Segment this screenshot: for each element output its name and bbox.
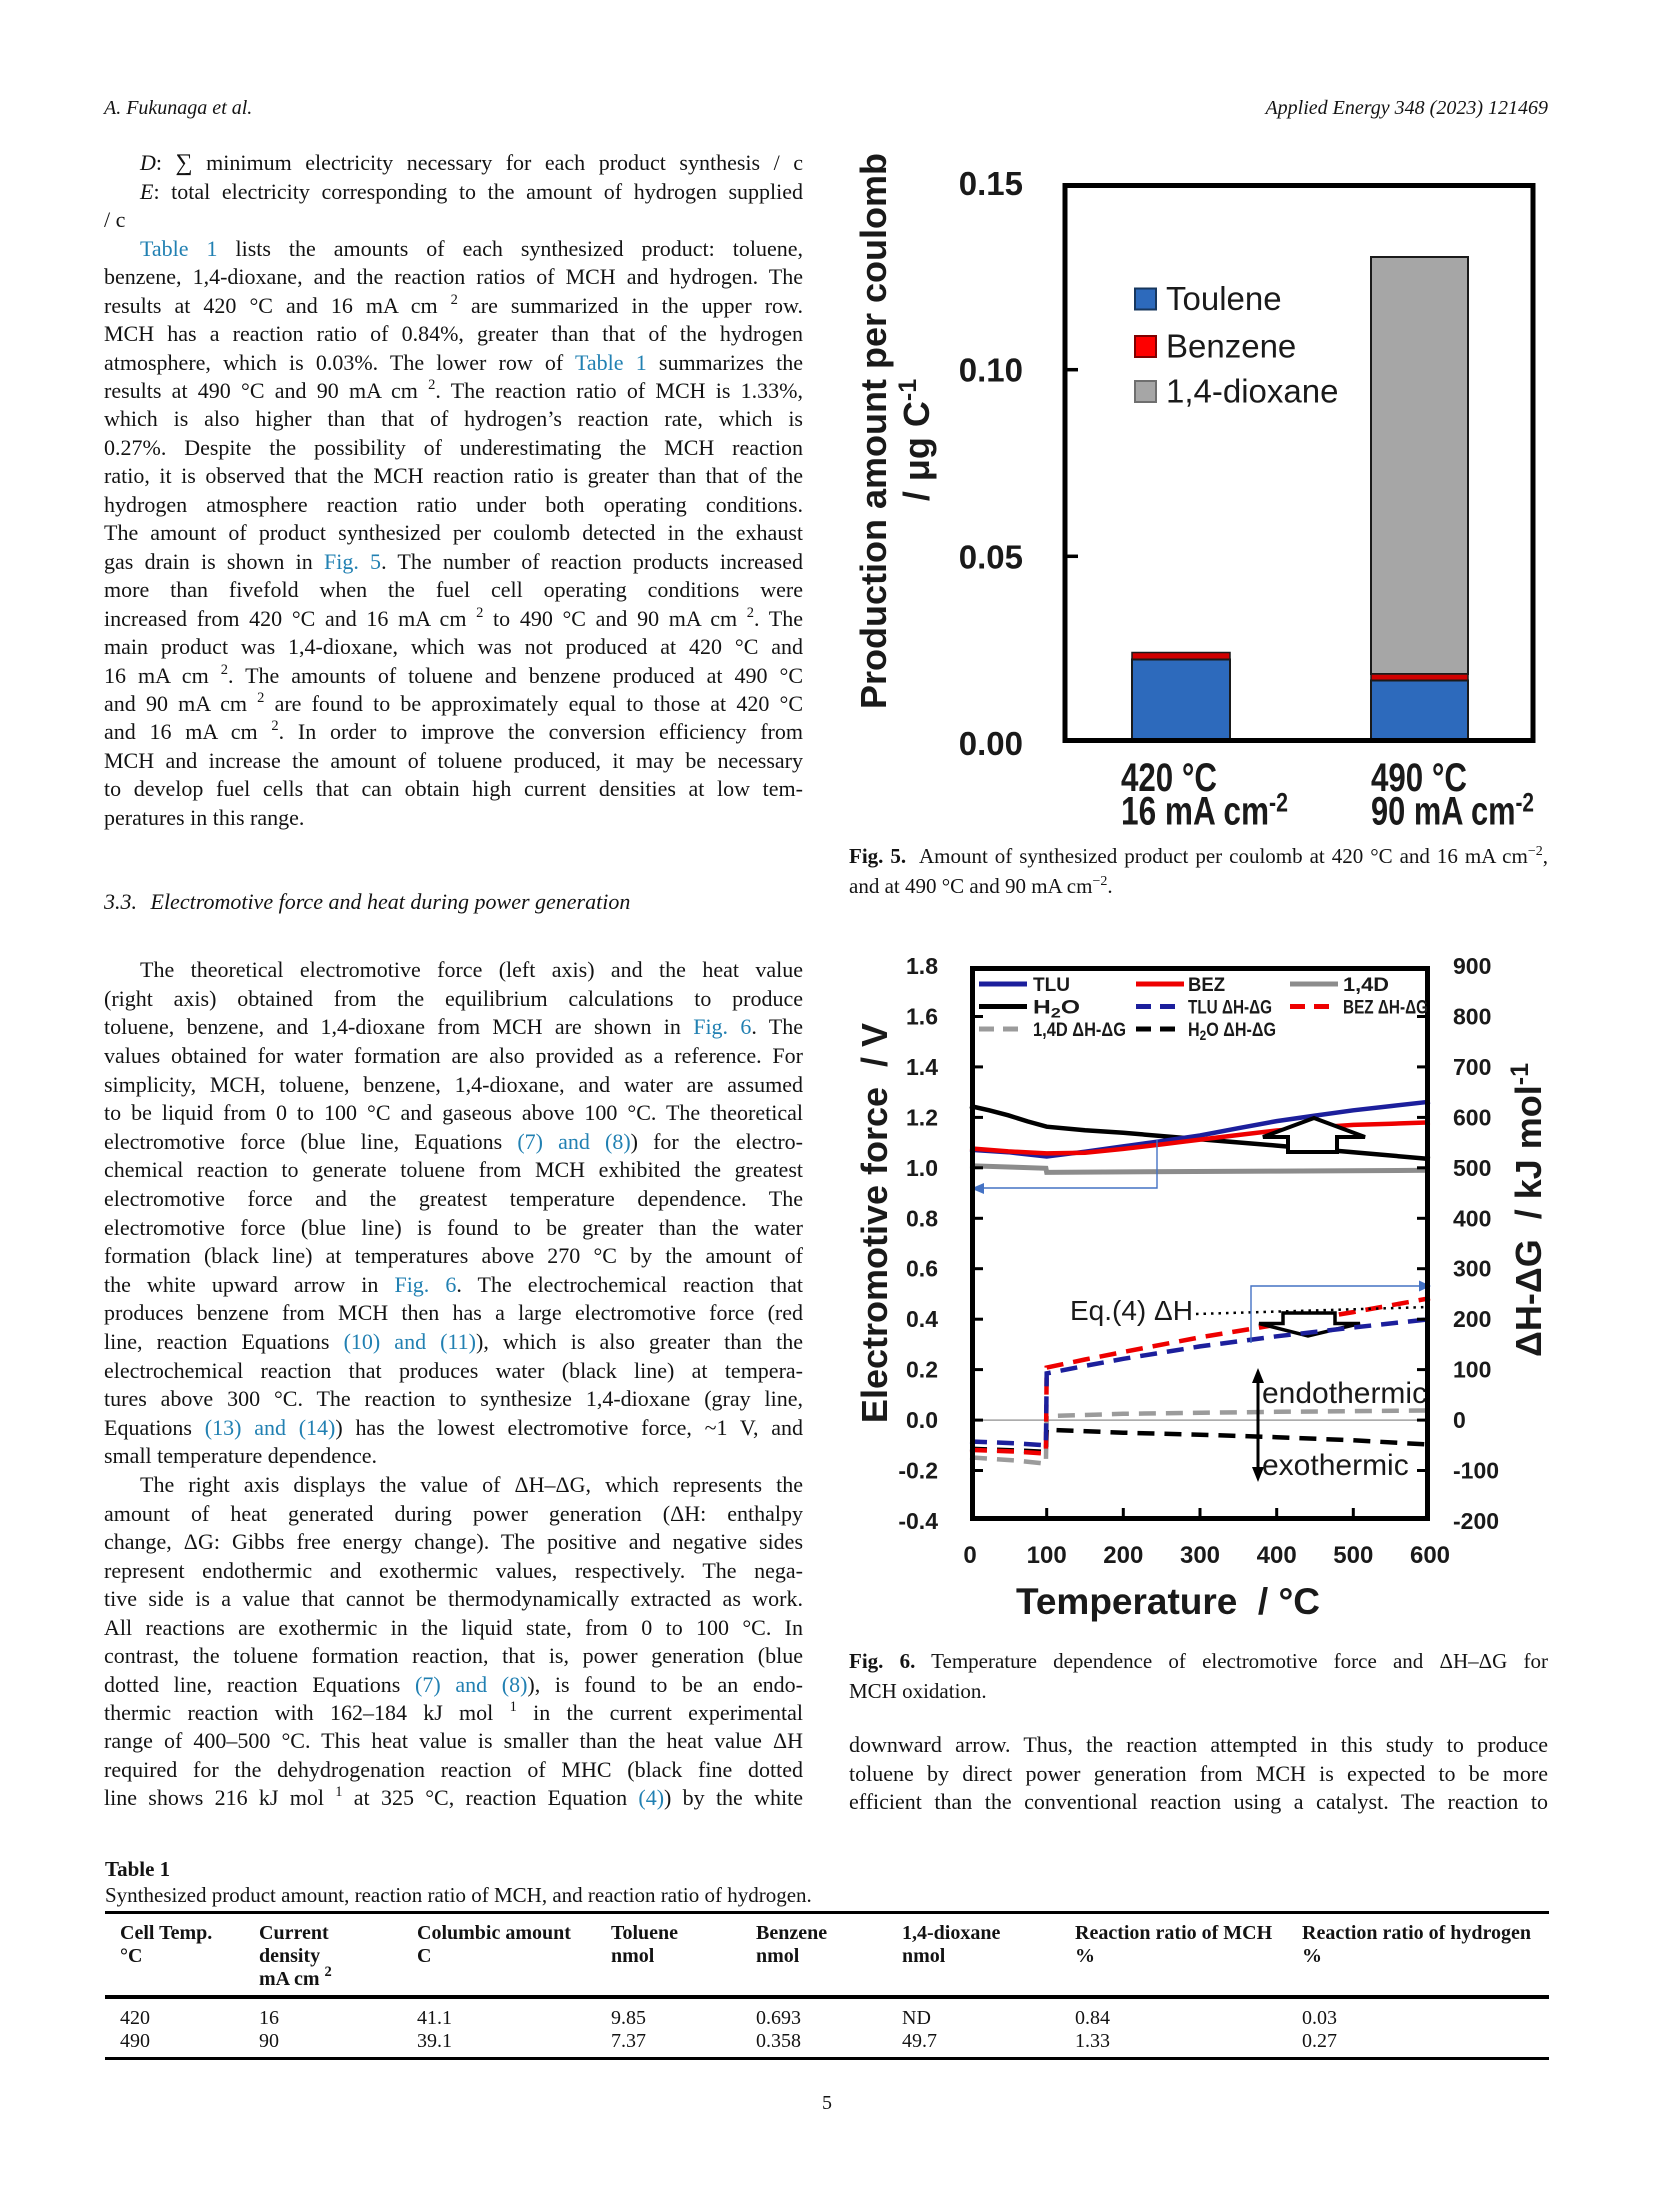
svg-text:0.8: 0.8 — [906, 1205, 938, 1231]
svg-text:-200: -200 — [1453, 1508, 1499, 1534]
svg-text:300: 300 — [1180, 1542, 1220, 1569]
svg-text:Benzene: Benzene — [1166, 328, 1296, 365]
svg-text:500: 500 — [1333, 1542, 1373, 1569]
svg-text:0.4: 0.4 — [906, 1306, 938, 1332]
svg-text:420 °C: 420 °C — [1121, 756, 1217, 800]
svg-text:490 °C: 490 °C — [1371, 756, 1467, 800]
svg-text:0.05: 0.05 — [959, 538, 1023, 575]
svg-text:ΔH-ΔG / kJ mol-1: ΔH-ΔG / kJ mol-1 — [1506, 1063, 1549, 1357]
svg-text:90 mA cm-2: 90 mA cm-2 — [1371, 788, 1534, 834]
svg-text:400: 400 — [1257, 1542, 1297, 1569]
svg-text:1.8: 1.8 — [906, 953, 938, 979]
svg-text:1,4D: 1,4D — [1343, 975, 1389, 996]
svg-text:1,4-dioxane: 1,4-dioxane — [1166, 373, 1338, 410]
svg-text:1.2: 1.2 — [906, 1104, 938, 1130]
svg-text:300: 300 — [1453, 1256, 1491, 1282]
svg-text:100: 100 — [1027, 1542, 1067, 1569]
svg-text:0.6: 0.6 — [906, 1256, 938, 1282]
svg-text:0.15: 0.15 — [959, 165, 1023, 202]
svg-text:800: 800 — [1453, 1004, 1491, 1030]
svg-text:1.0: 1.0 — [906, 1155, 938, 1181]
svg-text:H2O: H2O — [1033, 998, 1080, 1021]
svg-text:endothermic: endothermic — [1262, 1377, 1427, 1410]
svg-text:600: 600 — [1453, 1104, 1491, 1130]
svg-text:1.4: 1.4 — [906, 1054, 938, 1080]
svg-text:Production amount per coulomb: Production amount per coulomb — [853, 153, 894, 709]
svg-text:900: 900 — [1453, 953, 1491, 979]
svg-text:200: 200 — [1103, 1542, 1143, 1569]
svg-text:/ μg C-1: / μg C-1 — [894, 379, 937, 501]
svg-text:Toulene: Toulene — [1166, 280, 1282, 317]
svg-text:exothermic: exothermic — [1262, 1449, 1409, 1482]
svg-text:Eq.(4) ΔH: Eq.(4) ΔH — [1070, 1295, 1193, 1326]
svg-text:400: 400 — [1453, 1205, 1491, 1231]
svg-text:-100: -100 — [1453, 1458, 1499, 1484]
svg-text:0.00: 0.00 — [959, 725, 1023, 762]
svg-text:200: 200 — [1453, 1306, 1491, 1332]
svg-text:-0.2: -0.2 — [898, 1458, 938, 1484]
svg-text:Electromotive force / V: Electromotive force / V — [854, 1023, 895, 1423]
svg-text:TLU: TLU — [1033, 975, 1070, 996]
svg-text:TLU ΔH-ΔG: TLU ΔH-ΔG — [1188, 998, 1272, 1019]
svg-text:BEZ ΔH-ΔG: BEZ ΔH-ΔG — [1343, 998, 1428, 1019]
svg-text:0.2: 0.2 — [906, 1357, 938, 1383]
svg-text:1,4D ΔH-ΔG: 1,4D ΔH-ΔG — [1033, 1020, 1126, 1041]
svg-text:H2O ΔH-ΔG: H2O ΔH-ΔG — [1188, 1020, 1276, 1043]
svg-text:0: 0 — [1453, 1407, 1466, 1433]
svg-text:16 mA cm-2: 16 mA cm-2 — [1121, 788, 1288, 834]
svg-text:500: 500 — [1453, 1155, 1491, 1181]
svg-text:0.10: 0.10 — [959, 352, 1023, 389]
svg-text:700: 700 — [1453, 1054, 1491, 1080]
svg-text:600: 600 — [1410, 1542, 1450, 1569]
svg-text:100: 100 — [1453, 1357, 1491, 1383]
svg-text:1.6: 1.6 — [906, 1004, 938, 1030]
svg-text:-0.4: -0.4 — [898, 1508, 938, 1534]
svg-text:0.0: 0.0 — [906, 1407, 938, 1433]
svg-text:0: 0 — [963, 1542, 976, 1569]
svg-text:Temperature / °C: Temperature / °C — [1016, 1581, 1320, 1622]
svg-text:BEZ: BEZ — [1188, 975, 1225, 996]
